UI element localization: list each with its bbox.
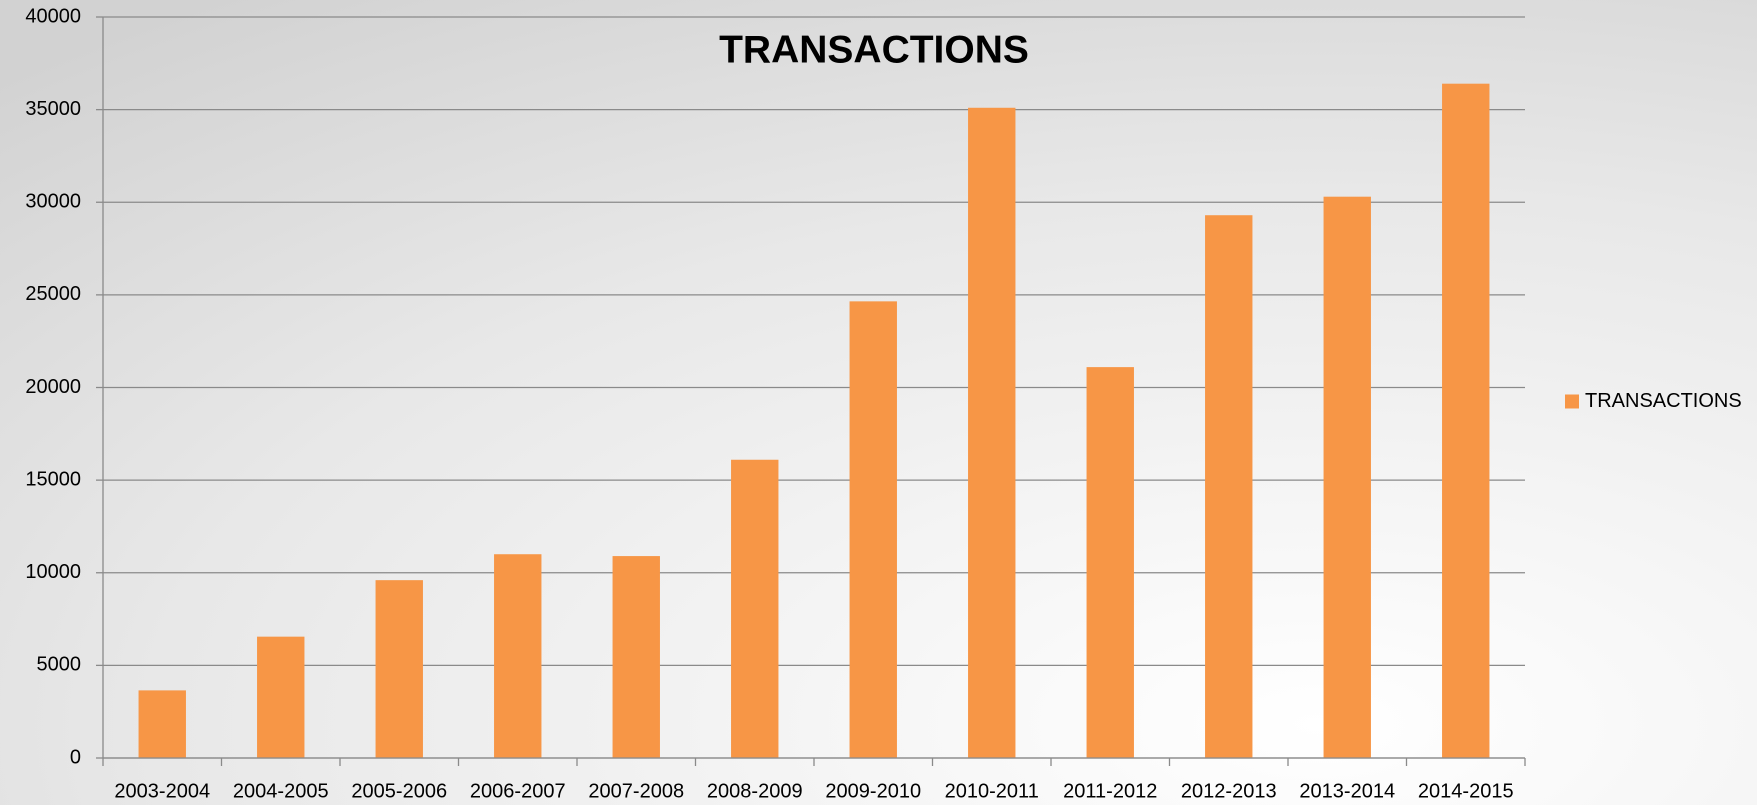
bar (849, 301, 897, 758)
x-tick-label: 2010-2011 (945, 780, 1039, 802)
x-tick-label: 2011-2012 (1063, 780, 1157, 802)
x-tick-label: 2005-2006 (351, 780, 447, 802)
bar (968, 107, 1016, 758)
y-tick-label: 30000 (25, 191, 81, 213)
y-tick-label: 25000 (25, 283, 81, 305)
bar (731, 459, 779, 758)
x-tick-label: 2007-2008 (588, 780, 684, 802)
bar (375, 580, 423, 758)
y-tick-label: 20000 (25, 376, 81, 398)
y-tick-label: 15000 (25, 468, 81, 490)
x-tick-label: 2003-2004 (114, 780, 210, 802)
bar (1323, 196, 1371, 758)
bar (1086, 367, 1134, 758)
y-tick-label: 35000 (25, 98, 81, 120)
bar (494, 554, 542, 758)
y-tick-label: 40000 (25, 5, 81, 27)
x-tick-label: 2012-2013 (1181, 780, 1277, 802)
legend-label: TRANSACTIONS (1585, 390, 1742, 412)
legend-swatch (1565, 394, 1579, 409)
bar (257, 636, 305, 758)
y-tick-label: 0 (70, 746, 81, 768)
bar (612, 556, 660, 758)
x-tick-label: 2004-2005 (233, 780, 329, 802)
y-tick-label: 5000 (37, 654, 82, 676)
x-tick-label: 2006-2007 (470, 780, 566, 802)
chart-title: TRANSACTIONS (719, 28, 1029, 71)
bar (138, 690, 186, 758)
bar (1442, 83, 1490, 758)
x-tick-label: 2014-2015 (1418, 780, 1514, 802)
y-tick-label: 10000 (25, 561, 81, 583)
bar (1205, 215, 1253, 758)
x-tick-label: 2009-2010 (825, 780, 921, 802)
x-tick-label: 2013-2014 (1299, 780, 1395, 802)
x-tick-label: 2008-2009 (707, 780, 803, 802)
